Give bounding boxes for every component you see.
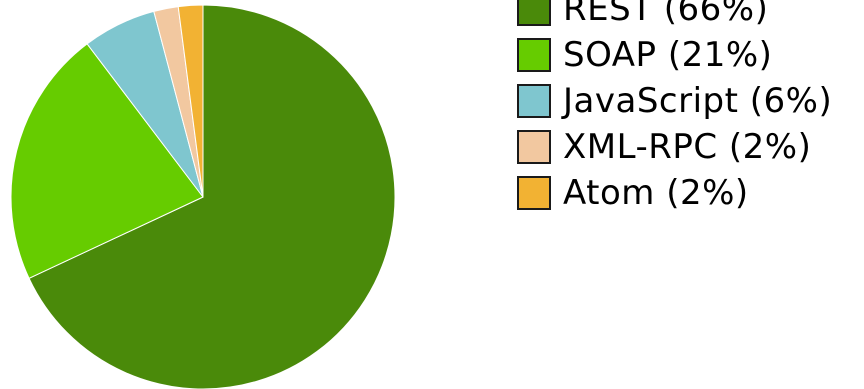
legend-item-atom: Atom (2%): [517, 170, 832, 216]
legend-item-xml-rpc: XML-RPC (2%): [517, 124, 832, 170]
legend-label-rest: REST (66%): [563, 0, 769, 29]
legend-swatch-xml-rpc: [517, 130, 551, 164]
pie-slice-soap: [10, 43, 204, 279]
pie-slice-rest: [28, 4, 396, 389]
legend-label-soap: SOAP (21%): [563, 35, 773, 75]
legend-item-soap: SOAP (21%): [517, 32, 832, 78]
legend-swatch-soap: [517, 38, 551, 72]
pie-slices: [10, 4, 396, 389]
legend-item-javascript: JavaScript (6%): [517, 78, 832, 124]
legend-label-javascript: JavaScript (6%): [563, 81, 833, 121]
legend-label-xml-rpc: XML-RPC (2%): [563, 127, 812, 167]
legend: REST (66%) SOAP (21%) JavaScript (6%) XM…: [517, 0, 832, 216]
legend-swatch-rest: [517, 0, 551, 26]
legend-swatch-javascript: [517, 84, 551, 118]
legend-label-atom: Atom (2%): [563, 173, 749, 213]
legend-item-rest: REST (66%): [517, 0, 832, 32]
legend-swatch-atom: [517, 176, 551, 210]
pie-slice-atom: [177, 4, 204, 198]
